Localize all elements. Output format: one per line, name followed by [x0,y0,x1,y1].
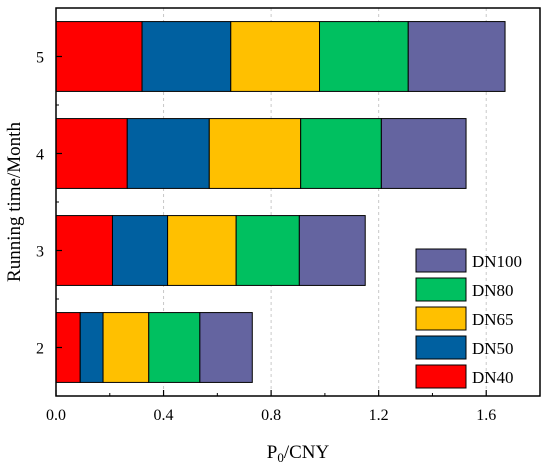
bar-segment-dn65 [208,118,302,189]
bar-segment-dn50 [79,312,104,383]
x-axis-title: P0/CNY [267,442,330,465]
grid [163,8,487,396]
bar-segment-dn100 [407,21,506,92]
bar-segment-dn40 [55,21,143,92]
x-tick-label: 1.2 [369,407,389,424]
bar-segment-dn50 [126,118,210,189]
legend: DN100 DN80 DN65 DN50 DN40 [415,248,522,389]
bar-segment-dn65 [102,312,150,383]
bar-segment-dn50 [111,215,169,286]
bar-segment-dn80 [300,118,382,189]
legend-swatch-dn65 [415,306,467,331]
bar-segment-dn100 [380,118,467,189]
legend-swatch-dn100 [415,248,467,273]
bar-segment-dn80 [148,312,201,383]
legend-swatch-dn50 [415,335,467,360]
bar-segment-dn100 [199,312,253,383]
x-axis-title-unit: /CNY [284,442,330,463]
x-axis-title-subscript: 0 [277,450,284,465]
legend-swatch-dn40 [415,364,467,389]
x-tick-label: 1.6 [476,407,496,424]
x-tick-label: 0.4 [154,407,174,424]
bar-segment-dn80 [319,21,409,92]
y-axis: 2 3 4 5 [36,50,62,358]
x-axis: 0.0 0.4 0.8 1.2 1.6 [46,390,541,424]
bar-segment-dn40 [55,215,113,286]
bar-segment-dn100 [298,215,366,286]
legend-label-dn100: DN100 [472,252,522,271]
bar-segment-dn50 [141,21,232,92]
bar-segment-dn80 [235,215,300,286]
x-axis-title-main: P [267,442,278,463]
x-tick-label: 0.8 [261,407,281,424]
y-tick-label: 3 [36,244,44,261]
bars [55,21,506,383]
y-axis-title: Running time/Month [4,122,25,282]
legend-label-dn65: DN65 [472,310,514,329]
legend-label-dn40: DN40 [472,368,514,387]
y-tick-label: 2 [36,341,44,358]
legend-label-dn80: DN80 [472,281,514,300]
bar-segment-dn65 [167,215,237,286]
y-tick-label: 4 [36,147,44,164]
legend-label-dn50: DN50 [472,339,514,358]
bar-segment-dn40 [55,118,128,189]
bar-segment-dn65 [230,21,321,92]
x-tick-label: 0.0 [46,407,66,424]
legend-swatch-dn80 [415,277,467,302]
y-tick-label: 5 [36,50,44,67]
